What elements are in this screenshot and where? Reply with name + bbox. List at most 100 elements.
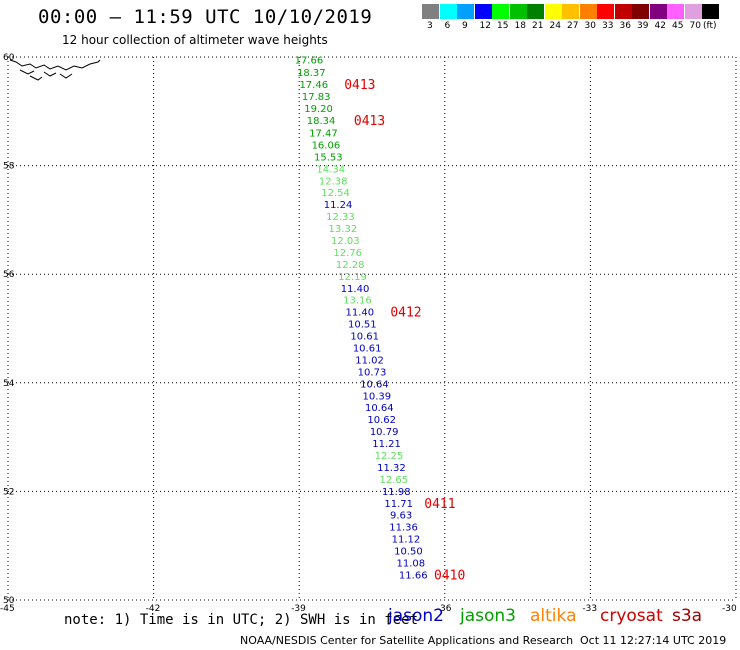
legend-swatch: [684, 4, 702, 19]
swh-value: 11.40: [341, 284, 370, 295]
legend-swatch: [544, 4, 562, 19]
time-label: 0413: [344, 78, 375, 93]
note-text: note: 1) Time is in UTC; 2) SWH is in fe…: [64, 612, 419, 628]
swh-value: 17.46: [299, 80, 328, 91]
swh-value: 13.32: [329, 224, 358, 235]
satellite-jason2: jason2: [388, 606, 444, 626]
swh-value: 12.76: [333, 248, 362, 259]
swh-value: 10.39: [363, 391, 392, 402]
legend-label: 36: [619, 21, 631, 31]
y-tick-label: 60: [3, 53, 15, 63]
legend-swatch: [579, 4, 597, 19]
swh-value: 17.47: [309, 128, 338, 139]
swh-value: 12.54: [321, 188, 350, 199]
swh-value: 10.64: [365, 403, 394, 414]
chart-title: 00:00 – 11:59 UTC 10/10/2019: [38, 6, 373, 28]
legend-swatch: [439, 4, 457, 19]
swh-value: 16.06: [312, 140, 341, 151]
swh-value: 11.12: [392, 535, 421, 546]
legend-label: 15: [497, 21, 509, 31]
swh-value: 12.25: [375, 451, 404, 462]
chart-subtitle: 12 hour collection of altimeter wave hei…: [62, 33, 328, 47]
swh-value: 12.38: [319, 176, 348, 187]
swh-value: 11.98: [382, 487, 411, 498]
time-labels: 0413 0413 0412 0411 0410: [344, 78, 465, 583]
legend-swatch: [614, 4, 632, 19]
satellite-s3a: s3a: [672, 606, 703, 626]
swh-value: 12.19: [338, 272, 367, 283]
legend-label: 6: [444, 21, 451, 31]
swh-value: 11.02: [355, 355, 384, 366]
y-tick-label: 54: [3, 379, 15, 389]
y-tick-label: 58: [3, 162, 15, 172]
footer-credit: NOAA/NESDIS Center for Satellite Applica…: [240, 634, 574, 647]
y-tick-label: 52: [3, 487, 14, 497]
swh-value: 10.61: [350, 332, 379, 343]
legend-swatch: [632, 4, 649, 19]
swh-value: 12.28: [336, 260, 365, 271]
data-points: 17.6618.3717.4617.8319.2018.3417.4716.06…: [295, 56, 428, 582]
swh-value: 13.16: [343, 296, 372, 307]
legend-label: 30: [584, 21, 596, 31]
swh-value: 10.50: [394, 547, 423, 558]
legend-swatch: [702, 4, 719, 19]
swh-value: 10.62: [367, 415, 396, 426]
legend-swatch: [509, 4, 527, 19]
swh-value: 10.79: [370, 427, 399, 438]
legend-swatch: [457, 4, 474, 19]
legend-label: 42: [654, 21, 666, 31]
footer-date: Oct 11 12:27:14 UTC 2019: [580, 634, 727, 647]
x-tick-label: -45: [0, 604, 15, 614]
swh-value: 15.53: [314, 152, 343, 163]
x-tick-label: -30: [722, 604, 737, 614]
legend-swatch: [562, 4, 579, 19]
axis-ticks: -45 -42 -39 -36 -33 -30 50 52 54 56 58 60: [0, 53, 737, 614]
x-tick-label: -33: [582, 604, 597, 614]
plot-grid: [7, 56, 737, 601]
swh-value: 11.32: [377, 463, 406, 474]
legend-label: (ft): [703, 21, 717, 31]
swh-value: 18.37: [297, 68, 326, 79]
legend-label: 45: [672, 21, 684, 31]
y-tick-label: 50: [3, 596, 15, 606]
legend-swatch: [597, 4, 614, 19]
swh-value: 11.21: [372, 439, 401, 450]
legend-label: 21: [532, 21, 544, 31]
legend-label: 33: [602, 21, 614, 31]
x-tick-label: -39: [291, 604, 306, 614]
swh-value: 11.24: [324, 200, 353, 211]
legend-swatch: [422, 4, 439, 19]
swh-value: 18.34: [307, 116, 336, 127]
legend-swatch: [492, 4, 509, 19]
swh-value: 9.63: [390, 511, 412, 522]
swh-value: 10.61: [353, 344, 382, 355]
swh-value: 11.08: [397, 559, 426, 570]
legend-swatch: [667, 4, 684, 19]
swh-value: 12.65: [380, 475, 409, 486]
swh-value: 19.20: [304, 104, 333, 115]
swh-value: 17.83: [302, 92, 331, 103]
legend-swatch: [527, 4, 544, 19]
swh-value: 11.40: [346, 308, 375, 319]
time-label: 0412: [390, 306, 421, 321]
swh-value: 10.64: [360, 379, 389, 390]
legend-label: 18: [514, 21, 526, 31]
time-label: 0410: [434, 568, 465, 583]
satellite-jason3: jason3: [460, 606, 516, 626]
satellite-cryosat: cryosat: [600, 606, 663, 626]
legend-label: 12: [479, 21, 491, 31]
legend-label: 9: [462, 21, 468, 31]
swh-value: 12.03: [331, 236, 360, 247]
legend-swatch: [474, 4, 492, 19]
swh-value: 11.71: [384, 499, 413, 510]
swh-value: 14.34: [316, 164, 345, 175]
time-label: 0413: [354, 114, 385, 129]
swh-value: 12.33: [326, 212, 355, 223]
legend-label: 39: [637, 21, 649, 31]
x-tick-label: -42: [146, 604, 161, 614]
satellite-altika: altika: [530, 606, 577, 626]
y-tick-label: 56: [3, 270, 15, 280]
swh-value: 10.51: [348, 320, 377, 331]
swh-value: 11.66: [399, 570, 428, 581]
legend-swatch: [649, 4, 667, 19]
